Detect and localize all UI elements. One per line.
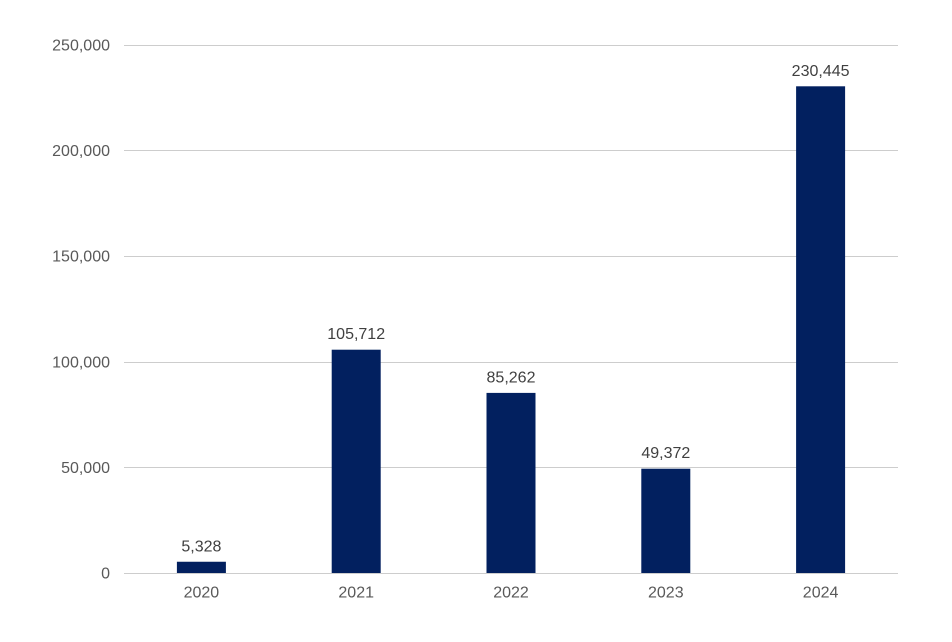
svg-text:150,000: 150,000 — [52, 249, 110, 266]
svg-text:5,328: 5,328 — [181, 538, 221, 555]
svg-text:0: 0 — [101, 566, 110, 583]
svg-text:50,000: 50,000 — [61, 460, 110, 477]
svg-text:2022: 2022 — [493, 585, 529, 602]
svg-text:200,000: 200,000 — [52, 143, 110, 160]
svg-text:2021: 2021 — [338, 585, 374, 602]
svg-text:2024: 2024 — [803, 585, 839, 602]
svg-text:100,000: 100,000 — [52, 354, 110, 371]
svg-text:230,445: 230,445 — [792, 63, 850, 80]
svg-text:250,000: 250,000 — [52, 38, 110, 55]
svg-text:2023: 2023 — [648, 585, 684, 602]
svg-text:49,372: 49,372 — [641, 445, 690, 462]
svg-text:105,712: 105,712 — [327, 326, 385, 343]
svg-text:2020: 2020 — [184, 585, 220, 602]
svg-text:85,262: 85,262 — [487, 369, 536, 386]
